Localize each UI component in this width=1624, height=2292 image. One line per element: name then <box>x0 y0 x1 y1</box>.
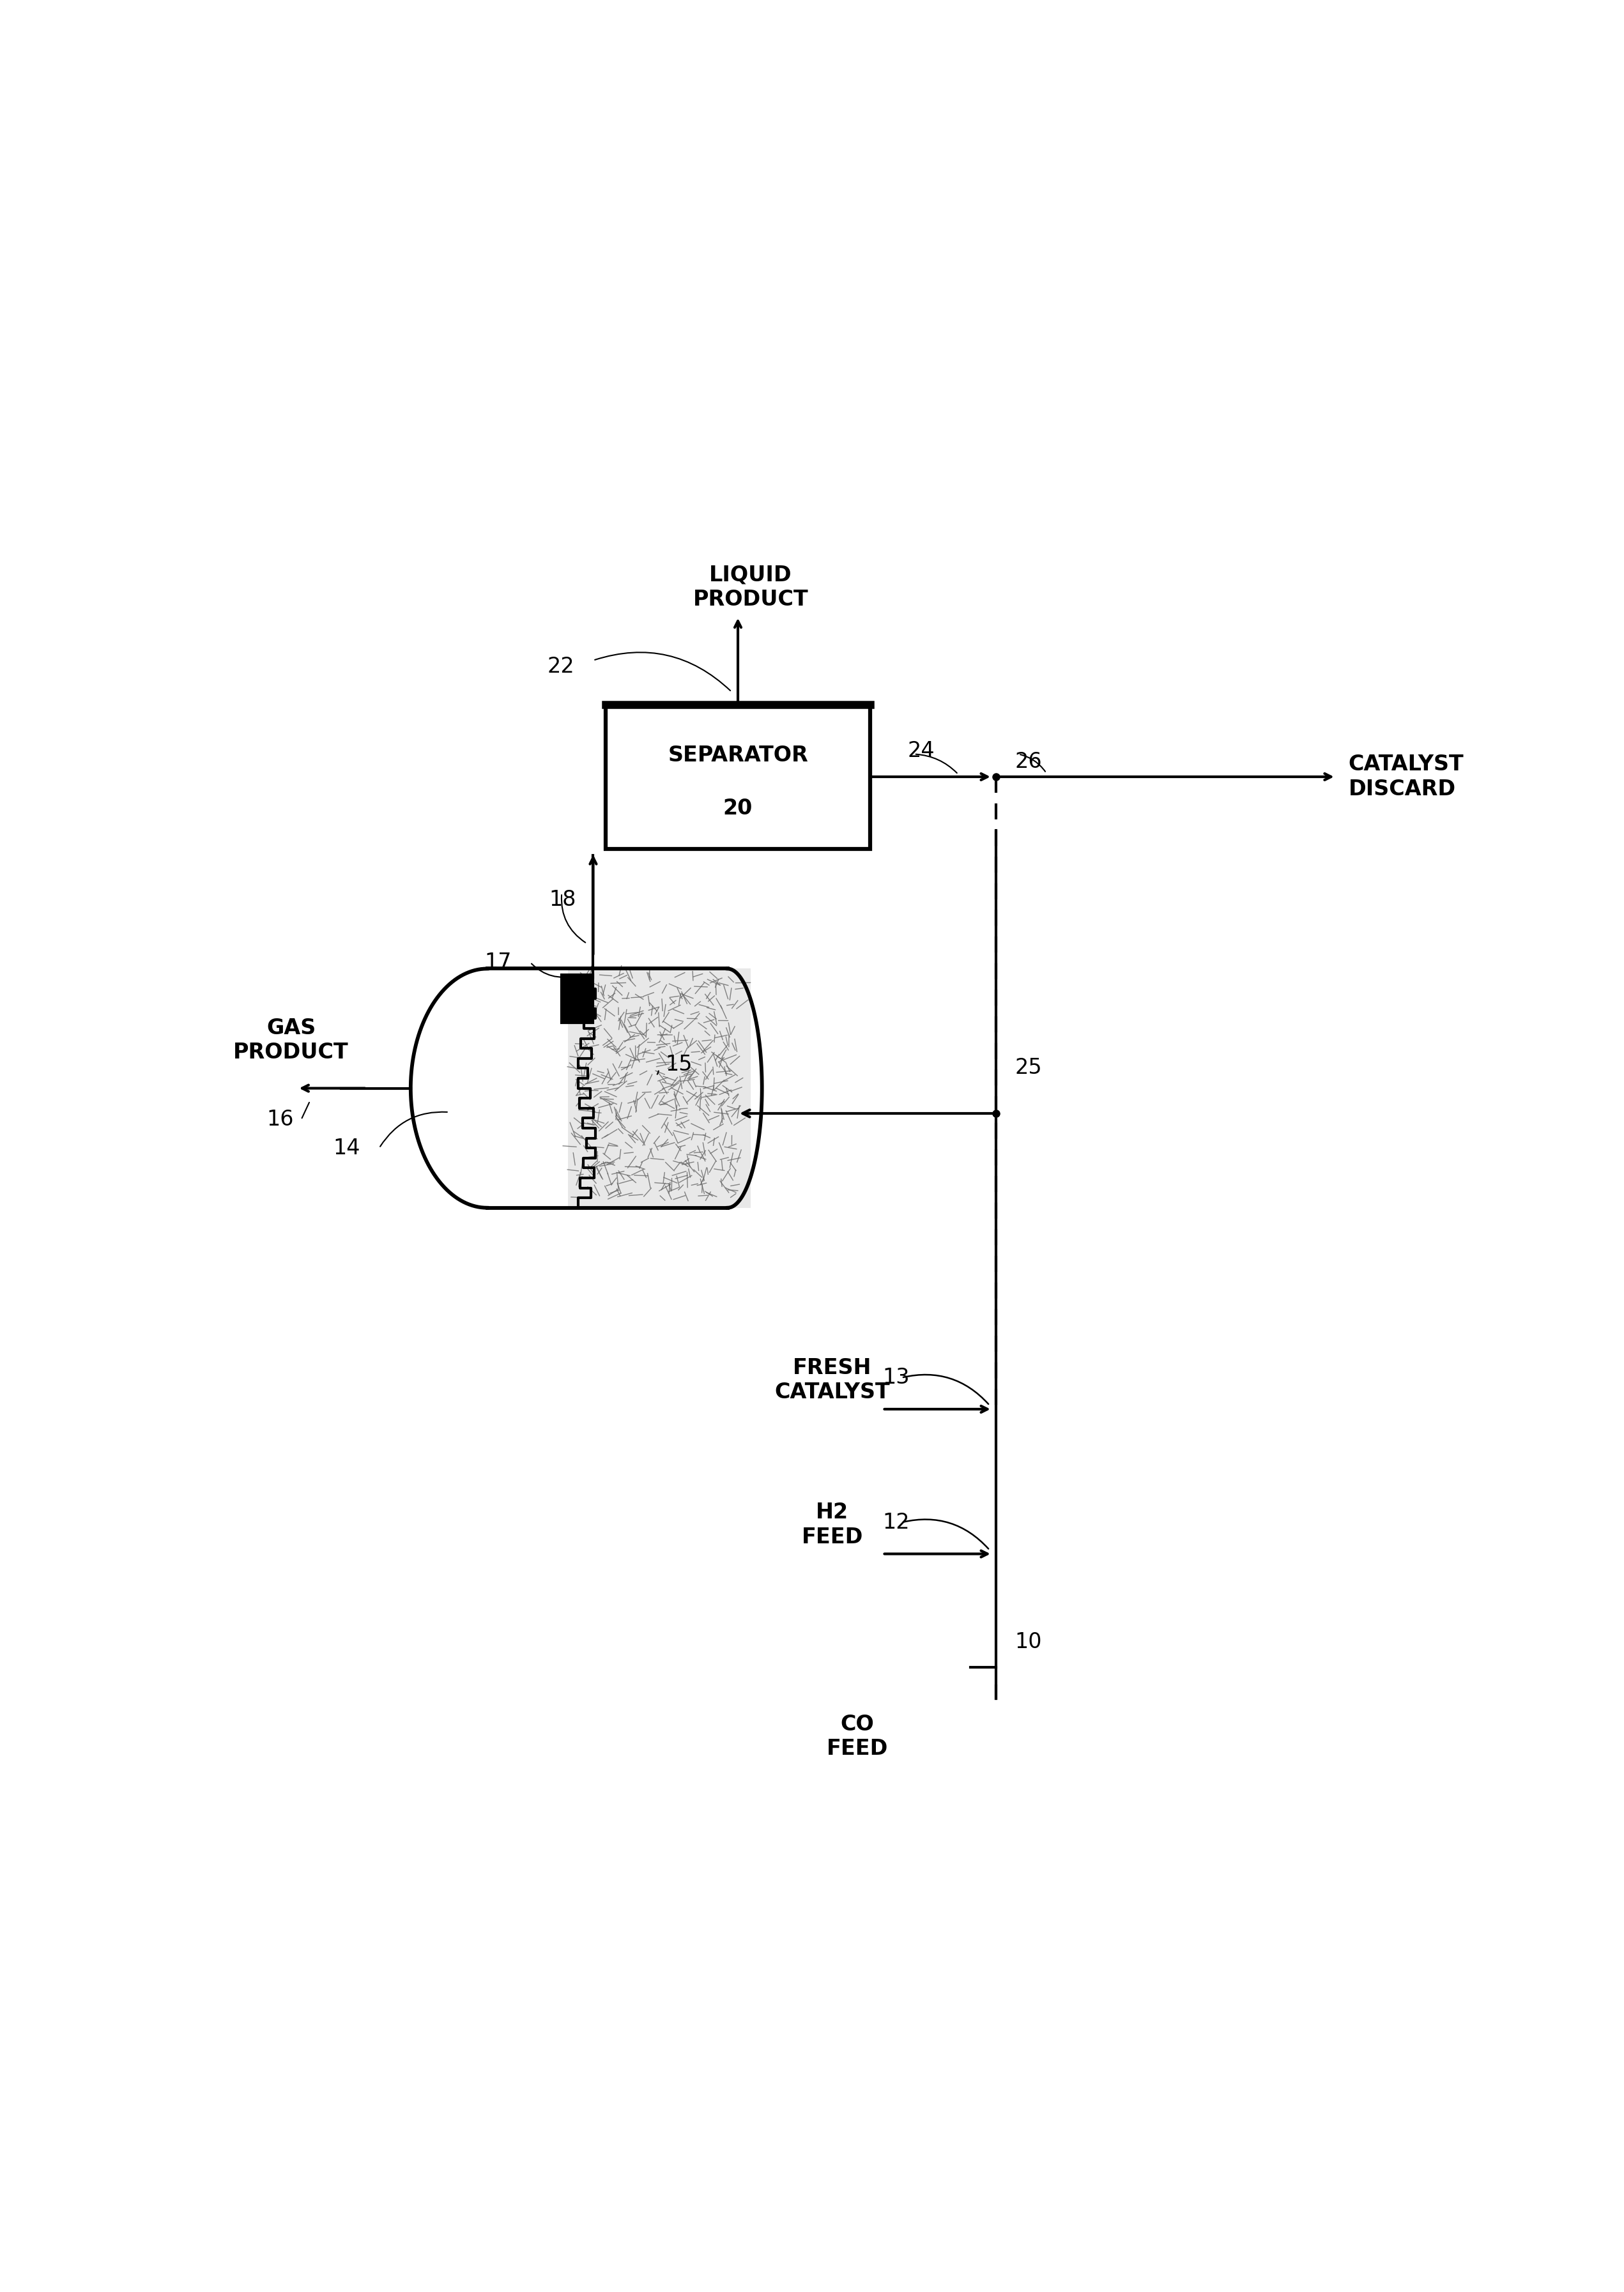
Text: 24: 24 <box>908 740 935 761</box>
Text: 13: 13 <box>883 1366 909 1389</box>
Text: 25: 25 <box>1015 1057 1043 1077</box>
Text: CO
FEED: CO FEED <box>827 1714 888 1760</box>
Text: 17: 17 <box>484 951 512 972</box>
Text: 22: 22 <box>547 656 575 676</box>
Bar <box>568 970 750 1208</box>
Text: LIQUID
PRODUCT: LIQUID PRODUCT <box>693 564 809 610</box>
Text: 18: 18 <box>549 889 577 910</box>
Text: GAS
PRODUCT: GAS PRODUCT <box>234 1018 349 1063</box>
Text: H2
FEED: H2 FEED <box>802 1501 862 1547</box>
Text: 12: 12 <box>883 1513 909 1533</box>
Text: 26: 26 <box>1015 752 1043 772</box>
Bar <box>606 704 870 848</box>
Text: FRESH
CATALYST: FRESH CATALYST <box>775 1357 890 1403</box>
Bar <box>562 974 593 1022</box>
Text: 16: 16 <box>266 1109 294 1130</box>
Text: 10: 10 <box>1015 1632 1043 1653</box>
Text: SEPARATOR: SEPARATOR <box>667 745 809 766</box>
Text: CATALYST
DISCARD: CATALYST DISCARD <box>1348 754 1463 800</box>
Text: 15: 15 <box>666 1054 693 1075</box>
Text: 20: 20 <box>723 798 752 818</box>
Text: 14: 14 <box>333 1137 361 1157</box>
